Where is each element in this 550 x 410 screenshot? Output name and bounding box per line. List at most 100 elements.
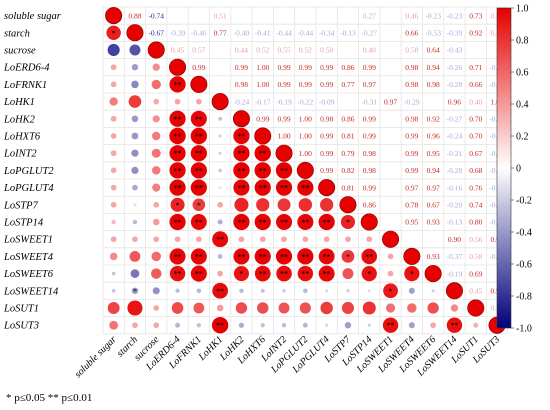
correlation-value-label: 1.00 bbox=[299, 132, 312, 141]
correlation-value-label: 0.73 bbox=[469, 11, 482, 20]
correlation-circle bbox=[276, 213, 293, 231]
correlation-circle bbox=[403, 247, 421, 265]
colorbar-tick-label: 0 bbox=[516, 164, 521, 175]
correlation-circle bbox=[408, 322, 415, 329]
correlation-circle bbox=[239, 288, 244, 294]
correlation-circle bbox=[339, 196, 357, 214]
correlation-circle bbox=[131, 115, 139, 123]
correlation-value-label: 0.58 bbox=[469, 252, 482, 261]
correlation-value-label: 0.99 bbox=[277, 63, 290, 72]
correlation-circle bbox=[174, 236, 181, 243]
correlation-circle bbox=[346, 289, 350, 293]
correlation-value-label: -0.43 bbox=[447, 46, 463, 55]
correlation-circle bbox=[238, 236, 245, 243]
correlation-circle bbox=[233, 127, 250, 145]
row-label-losweet14: LoSWEET14 bbox=[3, 286, 59, 297]
significance-mark: ** bbox=[280, 252, 288, 261]
correlation-circle bbox=[151, 268, 162, 279]
colorbar-tick-label: 0.4 bbox=[516, 100, 529, 111]
correlation-circle bbox=[318, 248, 335, 265]
correlation-circle bbox=[275, 179, 293, 196]
correlation-circle bbox=[323, 236, 330, 243]
correlation-circle bbox=[341, 250, 355, 263]
significance-mark: ** bbox=[323, 252, 331, 261]
correlation-value-label: 0.52 bbox=[256, 46, 269, 55]
correlation-value-label: 0.27 bbox=[363, 11, 376, 20]
correlation-circle bbox=[131, 132, 139, 140]
correlation-value-label: 0.93 bbox=[427, 218, 440, 227]
correlation-circle bbox=[362, 301, 376, 315]
correlation-circle bbox=[132, 184, 138, 191]
significance-mark: ** bbox=[237, 184, 245, 193]
correlation-circle bbox=[325, 323, 329, 327]
correlation-value-label: 0.88 bbox=[128, 11, 141, 20]
correlation-circle bbox=[131, 63, 139, 71]
correlation-value-label: 0.97 bbox=[405, 183, 418, 192]
correlation-circle bbox=[152, 115, 160, 123]
correlation-value-label: -0.53 bbox=[425, 29, 441, 38]
correlation-circle bbox=[212, 282, 229, 299]
correlation-circle bbox=[109, 97, 118, 106]
correlation-value-label: 0.70 bbox=[469, 132, 482, 141]
row-labels: soluble sugar starch sucrose LoERD6-4 LoFRNK… bbox=[3, 11, 62, 332]
correlation-circle bbox=[175, 322, 181, 328]
correlation-circle bbox=[110, 201, 117, 208]
correlation-circle bbox=[111, 271, 116, 276]
correlation-circle bbox=[131, 287, 139, 294]
correlation-circle bbox=[152, 287, 160, 295]
correlation-circle bbox=[254, 213, 271, 231]
correlation-circle bbox=[467, 299, 485, 317]
row-label-lostp7: LoSTP7 bbox=[3, 200, 39, 211]
correlation-circle bbox=[298, 198, 313, 212]
correlation-circle bbox=[131, 149, 139, 157]
correlation-circle bbox=[133, 203, 137, 207]
correlation-value-label: 0.78 bbox=[405, 201, 418, 210]
correlation-value-label: 0.52 bbox=[299, 46, 312, 55]
correlation-circle bbox=[151, 251, 162, 262]
significance-mark: ** bbox=[237, 166, 245, 175]
correlation-value-label: 0.80 bbox=[469, 218, 482, 227]
correlation-value-label: 0.97 bbox=[384, 97, 397, 106]
correlation-circle bbox=[126, 24, 144, 42]
correlation-circle bbox=[302, 236, 309, 243]
colorbar-tick-label: 0.6 bbox=[516, 68, 529, 79]
correlation-circle bbox=[218, 168, 222, 173]
correlation-value-label: 0.98 bbox=[363, 149, 376, 158]
correlation-circle bbox=[260, 288, 265, 293]
correlation-circle bbox=[233, 248, 250, 265]
correlation-value-label: -0.46 bbox=[191, 29, 207, 38]
correlation-circle bbox=[233, 266, 249, 282]
row-label-lopglut2: LoPGLUT2 bbox=[3, 166, 54, 177]
correlation-circle bbox=[235, 302, 248, 314]
significance-mark: ** bbox=[259, 149, 267, 158]
correlation-circle bbox=[297, 265, 314, 282]
correlation-value-label: -0.39 bbox=[447, 29, 463, 38]
correlation-value-label: 0.98 bbox=[405, 80, 418, 89]
correlation-value-label: 0.76 bbox=[469, 183, 482, 192]
correlation-value-label: 0.95 bbox=[427, 149, 440, 158]
row-label-losut3: LoSUT3 bbox=[3, 321, 39, 332]
correlation-circle bbox=[344, 322, 352, 329]
significance-mark: ** bbox=[387, 321, 395, 330]
correlation-circle bbox=[107, 302, 120, 314]
correlation-circle bbox=[169, 248, 186, 265]
colorbar-gradient bbox=[496, 7, 512, 329]
correlation-value-label: -0.40 bbox=[234, 29, 250, 38]
correlation-circle bbox=[193, 302, 205, 314]
significance-mark: ** bbox=[174, 132, 182, 141]
row-label-losut1: LoSUT1 bbox=[3, 304, 39, 315]
correlation-circle bbox=[131, 166, 139, 175]
correlation-value-label: 0.98 bbox=[235, 80, 248, 89]
correlation-circle bbox=[254, 265, 271, 282]
row-label-loint2: LoINT2 bbox=[3, 149, 37, 160]
correlation-value-label: 0.58 bbox=[405, 46, 418, 55]
correlation-value-label: 0.93 bbox=[427, 252, 440, 261]
correlation-circle bbox=[281, 236, 287, 243]
correlation-value-label: 0.99 bbox=[405, 149, 418, 158]
colorbar-tick-label: 0.2 bbox=[516, 132, 529, 143]
correlation-value-label: 1.00 bbox=[277, 132, 290, 141]
significance-mark: ** bbox=[174, 252, 182, 261]
correlation-circle bbox=[254, 145, 271, 162]
correlation-circle bbox=[216, 304, 224, 312]
correlation-circle bbox=[297, 213, 314, 231]
